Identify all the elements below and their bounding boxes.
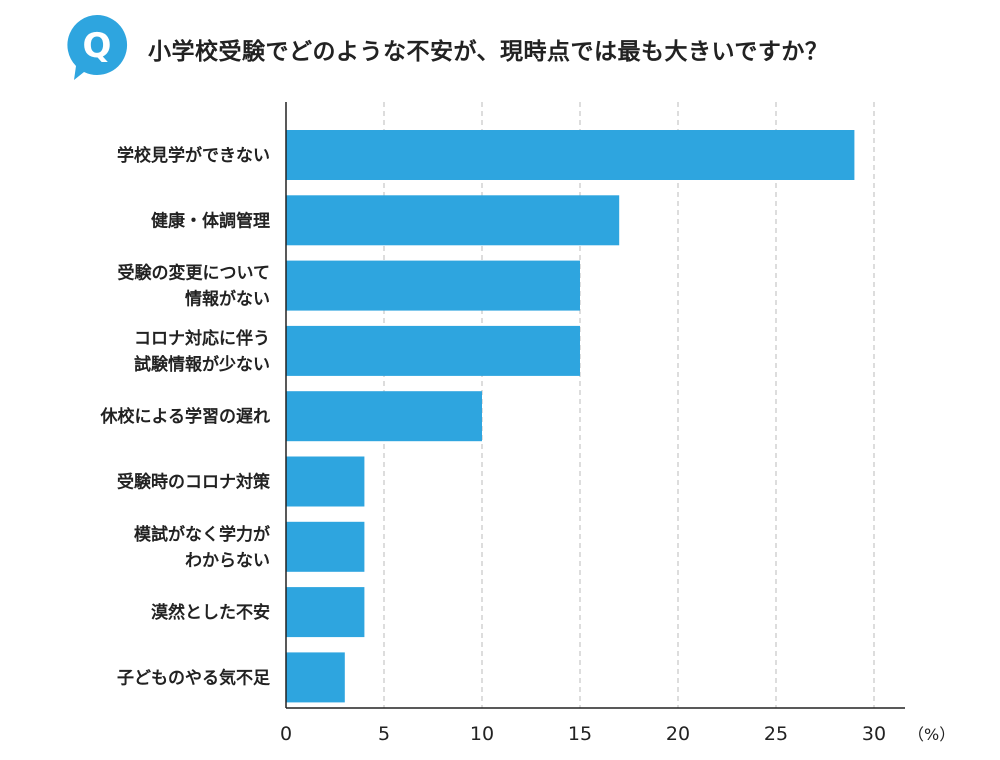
bar [286,195,620,246]
q-badge-icon: Q [67,14,128,81]
x-tick-label: 25 [764,723,788,745]
x-tick-label: 0 [280,723,292,745]
category-label: 漠然とした不安 [151,602,270,623]
category-label: 受験の変更について [118,263,271,284]
bar [286,391,482,442]
category-label: 健康・体調管理 [151,210,270,231]
bar [286,325,580,376]
category-label: わからない [185,551,270,571]
x-tick-labels: 0 5 10 15 20 25 30 [280,723,886,745]
axes [285,102,905,709]
category-label: 子どものやる気不足 [117,667,270,688]
bar [286,652,345,703]
x-tick-label: 5 [378,723,390,745]
category-label: 情報がない [185,289,270,310]
category-label: 受験時のコロナ対策 [117,472,271,493]
question-title: 小学校受験でどのような不安が、現時点では最も大きいですか？ [148,39,829,65]
category-label: 学校見学ができない [117,145,270,166]
x-tick-label: 30 [862,723,886,745]
category-label: 試験情報が少ない [134,354,270,375]
bar [286,587,365,638]
category-label: 模試がなく学力が [134,524,270,545]
bars [286,130,855,703]
x-tick-label: 10 [470,723,494,745]
category-labels: 学校見学ができない健康・体調管理受験の変更について情報がないコロナ対応に伴う試験… [100,145,271,688]
bar [286,521,365,572]
category-label: 休校による学習の遅れ [100,406,271,427]
x-unit-label: （%） [908,725,955,744]
bar [286,130,855,180]
category-label: コロナ対応に伴う [134,328,270,349]
x-tick-label: 15 [568,723,592,745]
x-tick-label: 20 [666,723,690,745]
bar [286,456,365,507]
title-area: Q 小学校受験でどのような不安が、現時点では最も大きいですか？ [62,12,992,82]
bar [286,260,580,311]
q-badge-letter: Q [83,26,112,66]
